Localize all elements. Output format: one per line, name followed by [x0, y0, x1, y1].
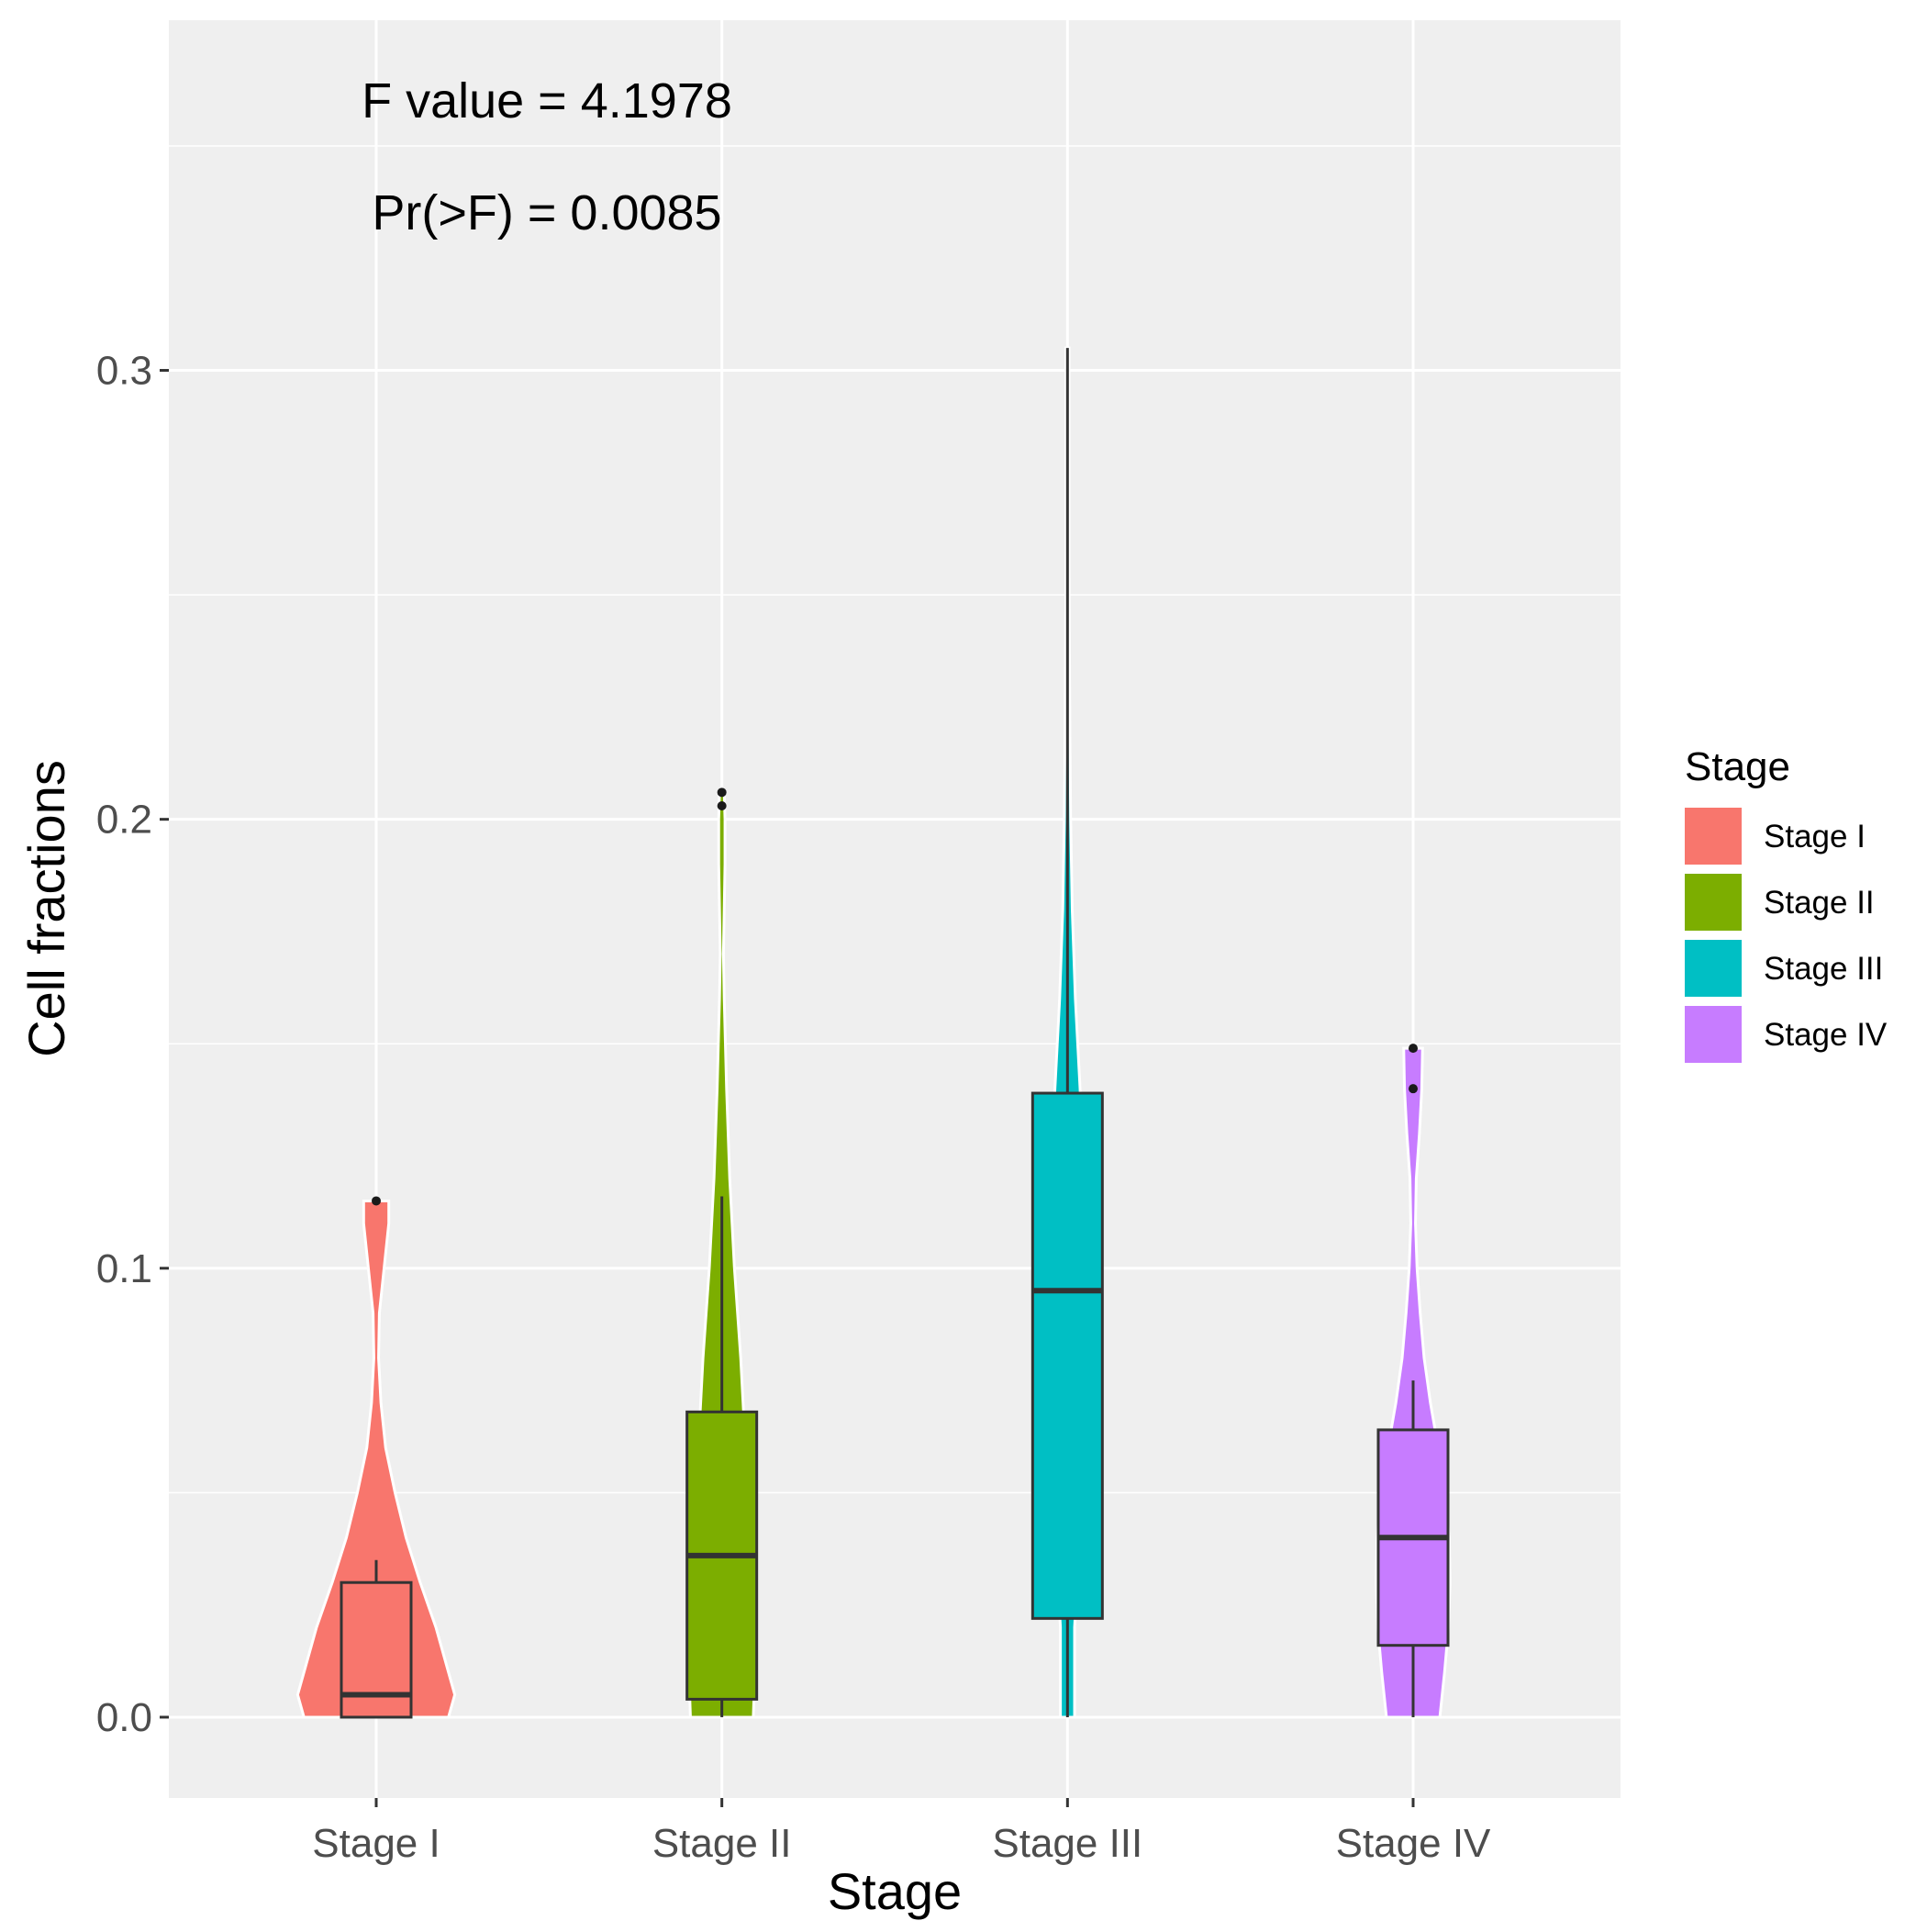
y-tick-label-2: 0.2 — [96, 798, 152, 843]
outlier-1-1 — [717, 787, 727, 798]
outlier-0-0 — [372, 1196, 381, 1206]
x-tick-label-3: Stage IV — [1336, 1821, 1491, 1866]
legend-label-2: Stage III — [1764, 951, 1883, 987]
axes: 0.0 0.1 0.2 0.3 Stage I Stage II Stage III Stag… — [96, 349, 1491, 1866]
x-tick-label-0: Stage I — [312, 1821, 440, 1866]
legend-swatch-1 — [1685, 874, 1742, 931]
x-tick-label-1: Stage II — [652, 1821, 792, 1866]
legend-swatch-3 — [1685, 1006, 1742, 1063]
outlier-3-0 — [1409, 1084, 1418, 1094]
y-tick-label-0: 0.0 — [96, 1695, 152, 1740]
f-value-annotation: F value = 4.1978 — [362, 73, 732, 128]
legend-title: Stage — [1685, 744, 1790, 789]
x-axis-title: Stage — [828, 1862, 962, 1920]
legend: Stage Stage I Stage II Stage III Stage IV — [1685, 744, 1888, 1063]
y-tick-label-3: 0.3 — [96, 349, 152, 394]
y-axis-title: Cell fractions — [17, 760, 75, 1057]
violins — [295, 346, 1452, 1719]
legend-label-3: Stage IV — [1764, 1017, 1888, 1053]
y-tick-label-1: 0.1 — [96, 1246, 152, 1291]
x-tick-label-2: Stage III — [992, 1821, 1142, 1866]
outlier-1-0 — [717, 800, 727, 810]
violin-0 — [295, 1199, 457, 1719]
legend-items: Stage I Stage II Stage III Stage IV — [1685, 808, 1888, 1063]
legend-swatch-2 — [1685, 940, 1742, 997]
legend-swatch-0 — [1685, 808, 1742, 865]
outlier-3-1 — [1409, 1044, 1418, 1054]
p-value-annotation: Pr(>F) = 0.0085 — [372, 185, 721, 240]
box-2 — [1030, 1091, 1104, 1620]
legend-label-0: Stage I — [1764, 819, 1866, 854]
legend-label-1: Stage II — [1764, 885, 1875, 921]
